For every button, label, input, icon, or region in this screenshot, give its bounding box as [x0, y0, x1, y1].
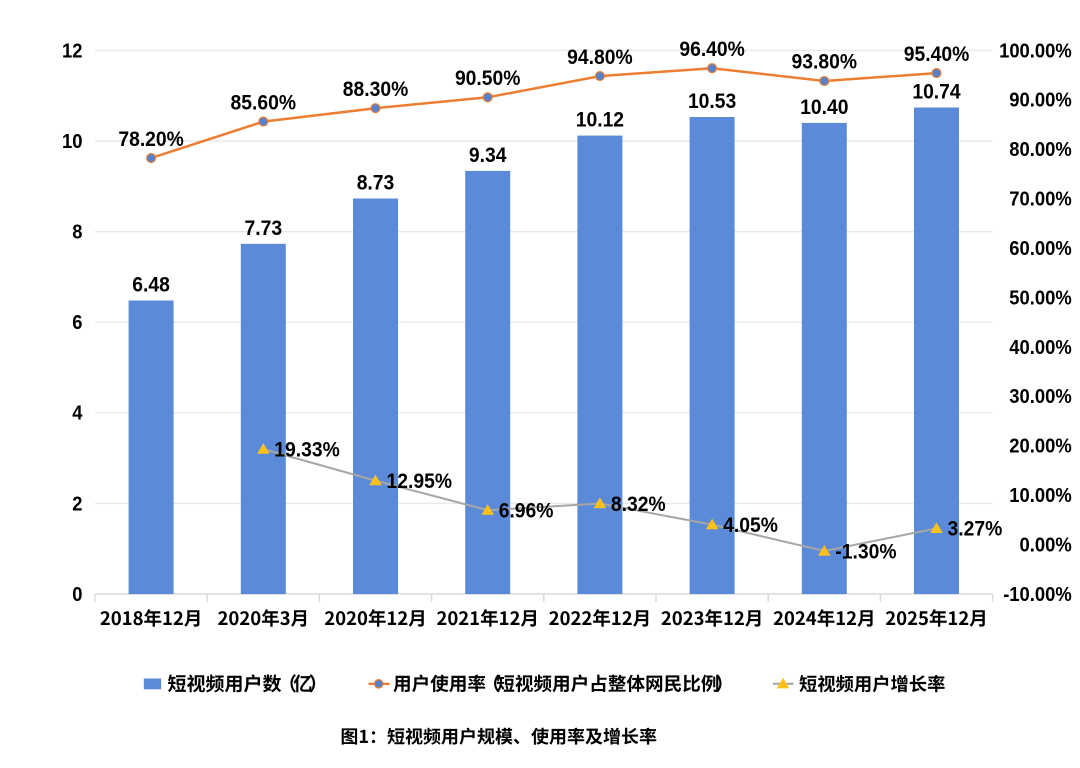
- svg-text:10.00%: 10.00%: [1009, 485, 1072, 507]
- svg-text:7.73: 7.73: [245, 217, 283, 240]
- svg-text:3.27%: 3.27%: [948, 518, 1003, 541]
- svg-text:10.40: 10.40: [800, 96, 848, 119]
- svg-text:8: 8: [72, 222, 82, 244]
- svg-text:94.80%: 94.80%: [567, 46, 633, 69]
- svg-text:88.30%: 88.30%: [343, 78, 409, 101]
- svg-text:2: 2: [72, 493, 82, 515]
- svg-text:90.00%: 90.00%: [1009, 90, 1072, 112]
- svg-text:8.73: 8.73: [357, 172, 395, 195]
- svg-text:10: 10: [62, 131, 83, 153]
- svg-text:19.33%: 19.33%: [274, 438, 340, 461]
- svg-text:4.05%: 4.05%: [723, 514, 778, 537]
- svg-text:4: 4: [72, 403, 83, 425]
- svg-text:12: 12: [62, 40, 83, 62]
- svg-text:96.40%: 96.40%: [679, 38, 745, 61]
- svg-text:6: 6: [72, 312, 82, 334]
- svg-text:-1.30%: -1.30%: [835, 540, 896, 563]
- svg-text:95.40%: 95.40%: [904, 43, 970, 66]
- svg-text:60.00%: 60.00%: [1009, 238, 1072, 260]
- svg-text:0.00%: 0.00%: [1020, 535, 1072, 557]
- svg-text:90.50%: 90.50%: [455, 67, 521, 90]
- svg-text:80.00%: 80.00%: [1009, 139, 1072, 161]
- svg-text:50.00%: 50.00%: [1009, 287, 1072, 309]
- svg-text:10.12: 10.12: [576, 109, 624, 132]
- svg-text:30.00%: 30.00%: [1009, 386, 1072, 408]
- svg-text:40.00%: 40.00%: [1009, 337, 1072, 359]
- svg-text:6.48: 6.48: [132, 274, 170, 297]
- svg-text:20.00%: 20.00%: [1009, 436, 1072, 458]
- svg-text:10.53: 10.53: [688, 90, 736, 113]
- svg-text:6.96%: 6.96%: [499, 500, 554, 523]
- svg-text:93.80%: 93.80%: [792, 51, 858, 74]
- svg-text:10.74: 10.74: [912, 81, 961, 104]
- svg-text:9.34: 9.34: [469, 144, 507, 167]
- svg-text:12.95%: 12.95%: [387, 470, 453, 493]
- svg-text:0: 0: [72, 584, 82, 606]
- svg-text:85.60%: 85.60%: [231, 91, 297, 114]
- svg-text:100.00%: 100.00%: [999, 40, 1072, 62]
- svg-text:78.20%: 78.20%: [118, 128, 184, 151]
- svg-text:70.00%: 70.00%: [1009, 189, 1072, 211]
- svg-text:8.32%: 8.32%: [611, 493, 666, 516]
- svg-text:-10.00%: -10.00%: [1003, 584, 1072, 606]
